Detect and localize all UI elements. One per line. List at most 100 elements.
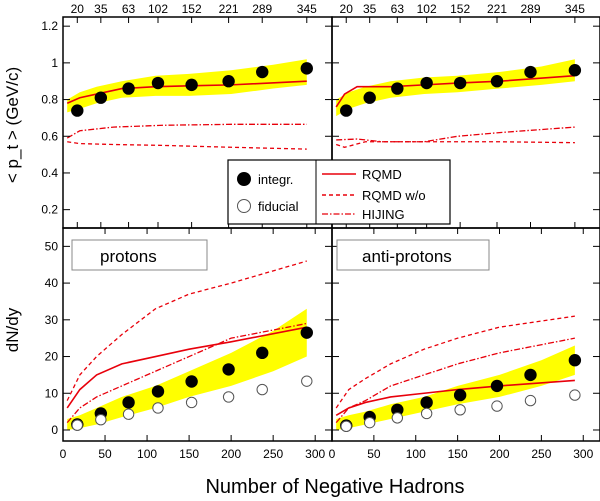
top-tick-label: 63: [391, 2, 405, 16]
point-integr-top-right: [420, 76, 433, 90]
top-tick-label: 35: [363, 2, 377, 16]
y-tick-label: 40: [45, 276, 59, 290]
x-axis-title: Number of Negative Hadrons: [205, 476, 464, 498]
y-tick-label: 0: [51, 423, 58, 437]
point-fiducial-bottom-left: [301, 375, 313, 387]
point-fiducial-bottom-right: [569, 389, 581, 401]
top-tick-label: 20: [340, 2, 354, 16]
point-integr-bottom-left: [256, 346, 269, 360]
x-tick-label: 200: [489, 447, 509, 461]
top-tick-label: 345: [297, 2, 317, 16]
point-integr-top-right: [453, 76, 467, 90]
panel-bottom-right: 0 50 100 150 200 250 300: [329, 227, 600, 461]
point-integr-top-left: [151, 76, 165, 90]
line-hijing-top-left: [66, 123, 307, 139]
x-tick-label: 0: [60, 447, 67, 461]
point-integr-top-right: [340, 104, 353, 117]
y-tick-label: 0.8: [41, 93, 58, 107]
legend-marker-integr: [237, 172, 251, 186]
label-box-protons: protons: [71, 239, 208, 271]
top-tick-label: 152: [182, 2, 202, 16]
point-fiducial-bottom-left: [95, 414, 107, 426]
point-integr-top-left: [122, 82, 135, 95]
point-integr-top-right: [524, 65, 537, 79]
point-integr-top-right: [568, 64, 582, 77]
top-tick-label: 221: [219, 2, 239, 16]
top-tick-label: 102: [148, 2, 168, 16]
top-tick-label: 221: [487, 2, 507, 16]
band-top-right: [336, 59, 575, 117]
point-integr-bottom-left: [122, 396, 135, 409]
y-tick-label: 1.2: [41, 19, 58, 33]
y-tick-label: 0.2: [41, 203, 58, 217]
x-tick-label: 250: [531, 447, 551, 461]
line-rqmd-bottom-left: [66, 326, 307, 409]
point-integr-top-left: [300, 62, 313, 75]
panels: 0.2 0.4 0.6 0.8 1 1.2 0 10 20 30 40 50 0 50 100 150 200 2…: [41, 16, 600, 461]
legend: integr. fiducial RQMD RQMD w/o HIJING: [227, 159, 451, 225]
legend-label-rqmd-wo: RQMD w/o: [362, 188, 426, 203]
point-integr-top-right: [391, 82, 404, 95]
x-tick-label: 100: [137, 447, 157, 461]
y-tick-label: 50: [45, 239, 59, 253]
legend-label-fiducial: fiducial: [258, 199, 299, 214]
point-integr-bottom-right: [420, 396, 433, 409]
y-tick-label: 0.6: [41, 129, 58, 143]
top-tick-label: 152: [450, 2, 470, 16]
x-tick-label: 0: [329, 447, 336, 461]
top-tick-label: 20: [71, 2, 85, 16]
point-integr-top-left: [71, 104, 84, 117]
legend-marker-fiducial: [237, 199, 251, 213]
legend-label-hijing: HIJING: [362, 207, 405, 222]
y-axis-title-top: < p_t > (GeV/c): [3, 67, 22, 183]
panel-top-left: 0.2 0.4 0.6 0.8 1 1.2: [41, 16, 333, 229]
top-tick-label: 102: [417, 2, 437, 16]
y-tick-label: 30: [45, 313, 59, 327]
point-fiducial-bottom-left: [152, 402, 164, 414]
point-integr-bottom-left: [222, 363, 235, 376]
frame-bottom-right: [331, 227, 600, 442]
point-integr-top-left: [185, 78, 198, 92]
point-fiducial-bottom-right: [340, 420, 352, 433]
point-integr-bottom-right: [490, 379, 504, 393]
line-rqmd-w-o-top-right: [335, 141, 575, 148]
line-rqmd-w-o-top-left: [67, 141, 307, 150]
point-integr-top-left: [256, 65, 269, 79]
point-integr-top-left: [94, 91, 108, 104]
top-tick-label: 35: [94, 2, 108, 16]
top-tick-label: 289: [252, 2, 272, 16]
point-fiducial-bottom-right: [491, 400, 503, 412]
x-tick-label: 200: [221, 447, 241, 461]
top-axis-labels: 20 35 63 102 152 221 289 345 20 35 63 102 152 221 289 3…: [71, 2, 586, 16]
y-tick-label: 0.4: [41, 166, 58, 180]
top-tick-label: 289: [520, 2, 540, 16]
point-fiducial-bottom-right: [391, 412, 404, 424]
y-axis-title-bottom: dN/dy: [3, 307, 22, 352]
legend-label-rqmd: RQMD: [362, 167, 402, 182]
point-integr-bottom-right: [524, 368, 537, 382]
point-integr-bottom-left: [151, 385, 165, 398]
panel-bottom-left: 0 10 20 30 40 50 0 50 100 150 200 250 300: [45, 227, 333, 461]
panel-label-antiprotons: anti-protons: [362, 247, 452, 266]
line-hijing-bottom-left: [66, 322, 307, 424]
y-tick-label: 10: [45, 386, 59, 400]
point-integr-bottom-left: [300, 326, 313, 339]
point-integr-top-left: [222, 75, 235, 88]
point-fiducial-bottom-left: [185, 396, 198, 409]
panel-label-protons: protons: [100, 247, 157, 266]
point-fiducial-bottom-right: [363, 416, 376, 429]
line-rqmd-w-o-bottom-left: [66, 260, 307, 401]
x-tick-label: 300: [573, 447, 593, 461]
x-tick-label: 250: [263, 447, 283, 461]
point-integr-bottom-right: [568, 354, 582, 367]
point-integr-bottom-right: [391, 403, 404, 416]
x-tick-label: 150: [179, 447, 199, 461]
x-tick-label: 300: [305, 447, 325, 461]
point-fiducial-bottom-right: [420, 407, 433, 420]
point-integr-bottom-left: [185, 375, 198, 388]
line-hijing-top-right: [336, 126, 575, 143]
label-box-antiprotons: anti-protons: [336, 239, 490, 271]
point-fiducial-bottom-left: [256, 383, 268, 396]
x-tick-label: 50: [98, 447, 112, 461]
